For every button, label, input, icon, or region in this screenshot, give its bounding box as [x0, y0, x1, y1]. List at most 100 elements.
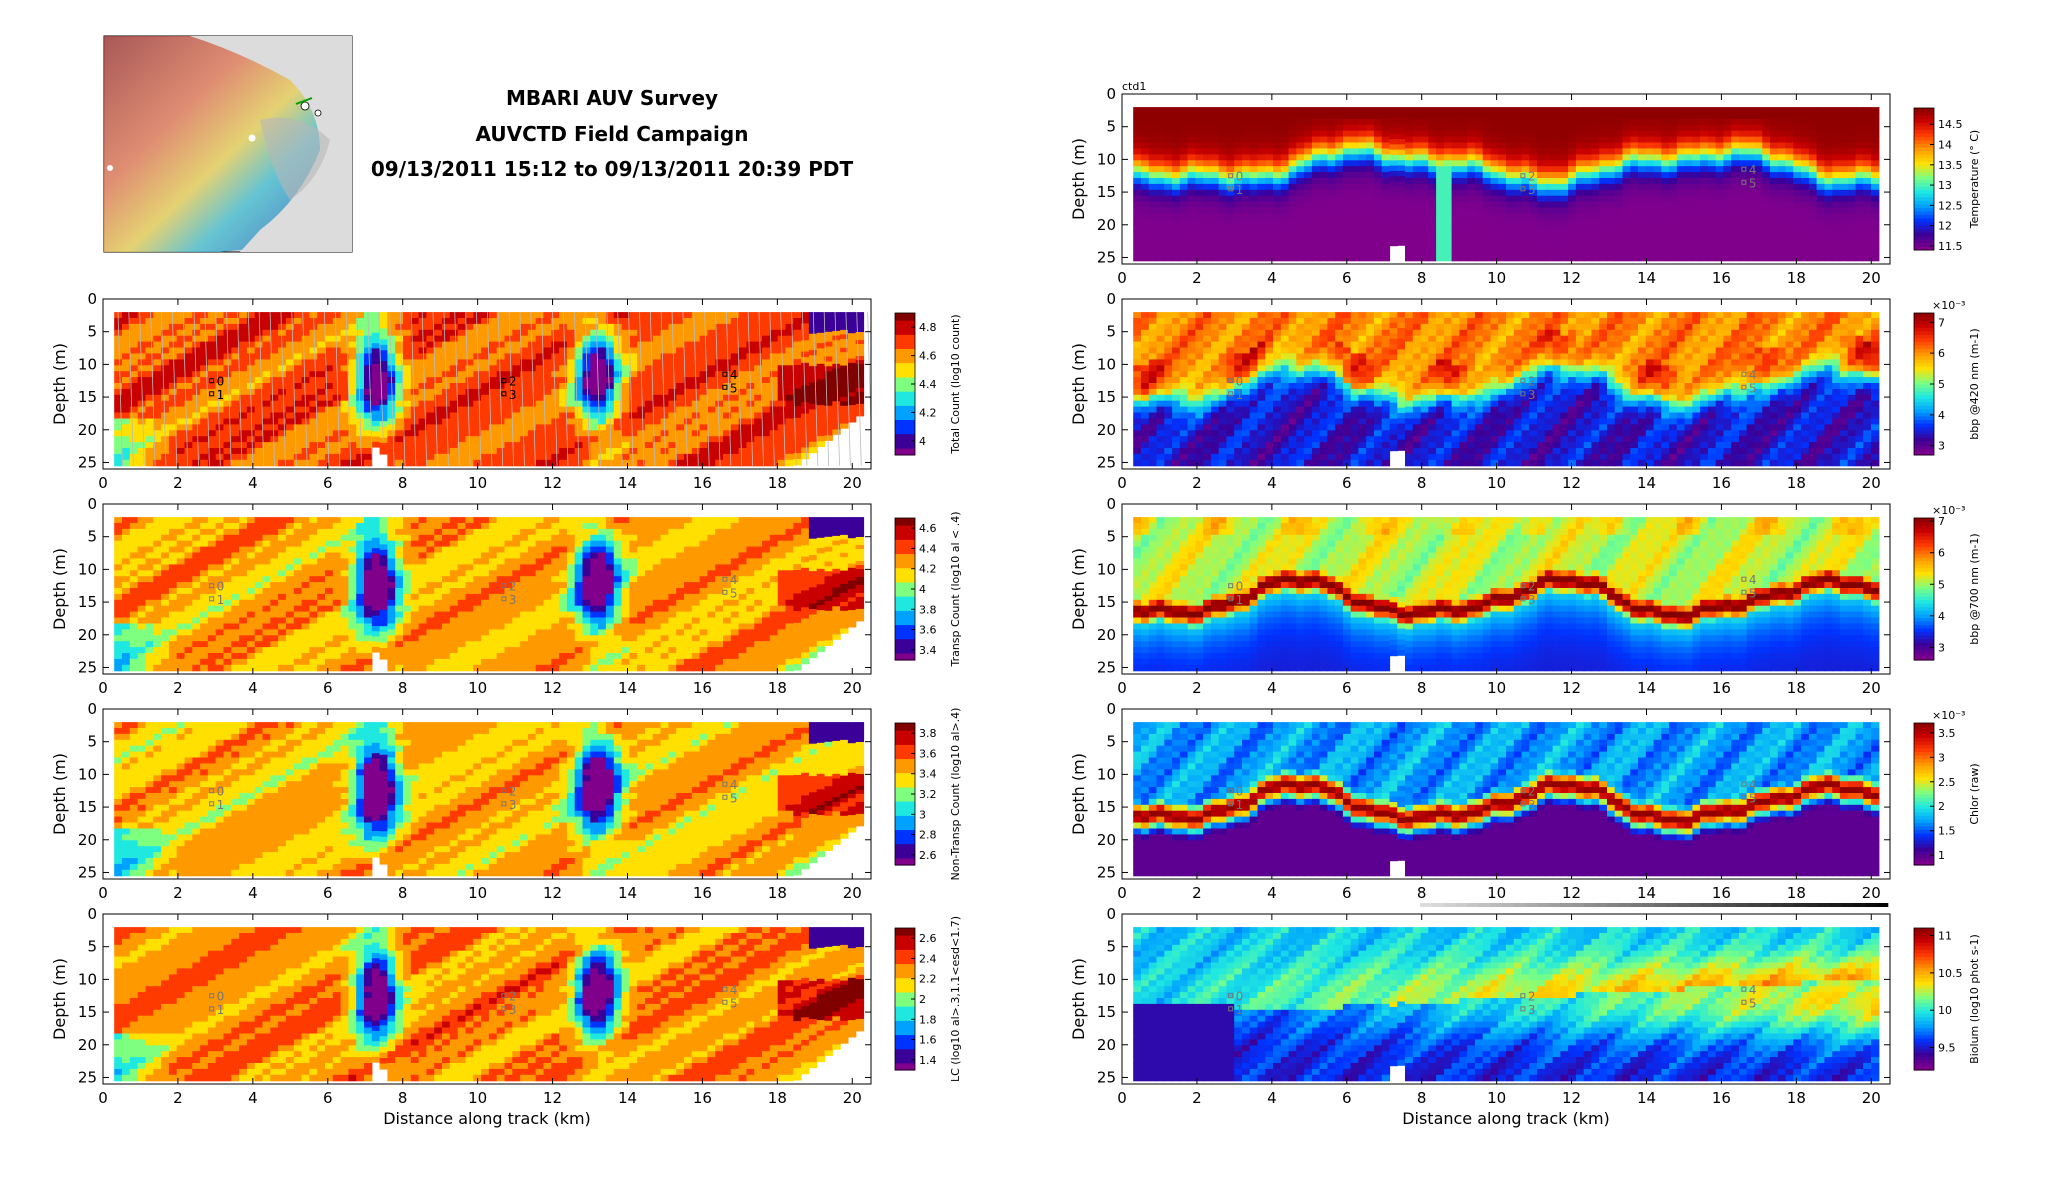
- heatmap-cell: [434, 664, 443, 672]
- heatmap-cell: [317, 564, 326, 571]
- colorbar-swatch: [895, 359, 915, 364]
- heatmap-cell: [488, 534, 498, 542]
- heatmap-cell: [278, 448, 287, 455]
- heatmap-cell: [239, 459, 248, 467]
- heatmap-cell: [699, 528, 708, 536]
- heatmap-cell: [582, 552, 591, 559]
- heatmap-cell: [207, 629, 217, 636]
- heatmap-cell: [793, 412, 802, 419]
- heatmap-cell: [543, 623, 552, 630]
- heatmap-cell: [785, 359, 794, 366]
- track-line: [639, 312, 645, 466]
- heatmap-cell: [434, 412, 443, 419]
- heatmap-cell: [481, 400, 490, 408]
- heatmap-cell: [161, 388, 170, 396]
- heatmap-cell: [543, 359, 552, 366]
- heatmap-cell: [637, 353, 646, 360]
- heatmap-cell: [621, 329, 630, 337]
- heatmap-cell: [855, 324, 865, 329]
- heatmap-cell: [418, 570, 427, 577]
- heatmap-cell: [684, 593, 693, 601]
- heatmap-cell: [645, 442, 654, 449]
- heatmap-cell: [223, 658, 232, 666]
- heatmap-cell: [145, 523, 154, 530]
- heatmap-cell: [520, 576, 529, 583]
- heatmap-cell: [239, 564, 248, 571]
- heatmap-cell: [769, 605, 779, 613]
- heatmap-cell: [652, 599, 662, 607]
- heatmap-cell: [723, 664, 732, 672]
- heatmap-cell: [543, 365, 552, 372]
- heatmap-cell: [637, 582, 646, 589]
- heatmap-cell: [605, 605, 615, 613]
- heatmap-cell: [769, 383, 779, 390]
- heatmap-cell: [793, 605, 802, 612]
- heatmap-cell: [488, 424, 498, 431]
- heatmap-cell: [746, 570, 755, 577]
- heatmap-cell: [153, 448, 162, 455]
- heatmap-cell: [364, 418, 373, 425]
- heatmap-cell: [293, 383, 303, 390]
- heatmap-cell: [582, 406, 591, 414]
- heatmap-cell: [403, 658, 412, 666]
- heatmap-cell: [754, 629, 763, 636]
- heatmap-cell: [129, 617, 139, 624]
- heatmap-cell: [629, 329, 638, 337]
- heatmap-cell: [574, 558, 584, 565]
- heatmap-cell: [691, 517, 701, 524]
- heatmap-cell: [512, 353, 521, 360]
- heatmap-cell: [348, 341, 357, 349]
- heatmap-cell: [449, 359, 459, 366]
- heatmap-cell: [176, 323, 186, 331]
- heatmap-cell: [215, 588, 225, 595]
- heatmap-cell: [270, 442, 279, 449]
- heatmap-cell: [824, 317, 833, 323]
- heatmap-cell: [223, 635, 232, 642]
- heatmap-cell: [403, 359, 412, 366]
- heatmap-cell: [325, 599, 334, 607]
- heatmap-cell: [481, 377, 490, 384]
- heatmap-cell: [707, 400, 716, 408]
- heatmap-cell: [512, 442, 521, 449]
- heatmap-cell: [574, 436, 584, 443]
- heatmap-cell: [434, 617, 443, 624]
- heatmap-cell: [137, 546, 147, 554]
- heatmap-cell: [192, 558, 201, 565]
- heatmap-cell: [551, 570, 560, 577]
- heatmap-cell: [785, 388, 794, 396]
- heatmap-cell: [660, 383, 669, 390]
- heatmap-cell: [410, 517, 420, 524]
- heatmap-cell: [793, 453, 802, 460]
- heatmap-cell: [808, 376, 818, 383]
- heatmap-cell: [309, 448, 318, 455]
- heatmap-cell: [153, 582, 162, 589]
- heatmap-cell: [668, 653, 677, 660]
- heatmap-cell: [840, 356, 849, 362]
- heatmap-cell: [340, 383, 349, 390]
- heatmap-cell: [629, 323, 638, 331]
- heatmap-cell: [535, 647, 545, 654]
- heatmap-cell: [496, 453, 506, 461]
- heatmap-cell: [348, 318, 357, 325]
- heatmap-cell: [371, 569, 381, 575]
- heatmap-cell: [379, 533, 388, 540]
- heatmap-cell: [824, 336, 833, 343]
- heatmap-cell: [481, 558, 490, 565]
- heatmap-cell: [824, 381, 833, 387]
- heatmap-cell: [621, 623, 630, 630]
- heatmap-cell: [153, 653, 162, 660]
- heatmap-cell: [582, 528, 591, 536]
- heatmap-cell: [239, 323, 248, 331]
- heatmap-cell: [410, 564, 420, 571]
- heatmap-cell: [239, 406, 248, 414]
- heatmap-cell: [122, 653, 131, 660]
- heatmap-cell: [200, 335, 209, 343]
- heatmap-cell: [574, 570, 584, 577]
- heatmap-cell: [215, 658, 225, 666]
- heatmap-cell: [691, 430, 701, 437]
- heatmap-cell: [285, 599, 295, 607]
- heatmap-cell: [223, 517, 232, 524]
- heatmap-cell: [418, 371, 427, 378]
- heatmap-cell: [793, 540, 802, 548]
- heatmap-cell: [379, 555, 388, 562]
